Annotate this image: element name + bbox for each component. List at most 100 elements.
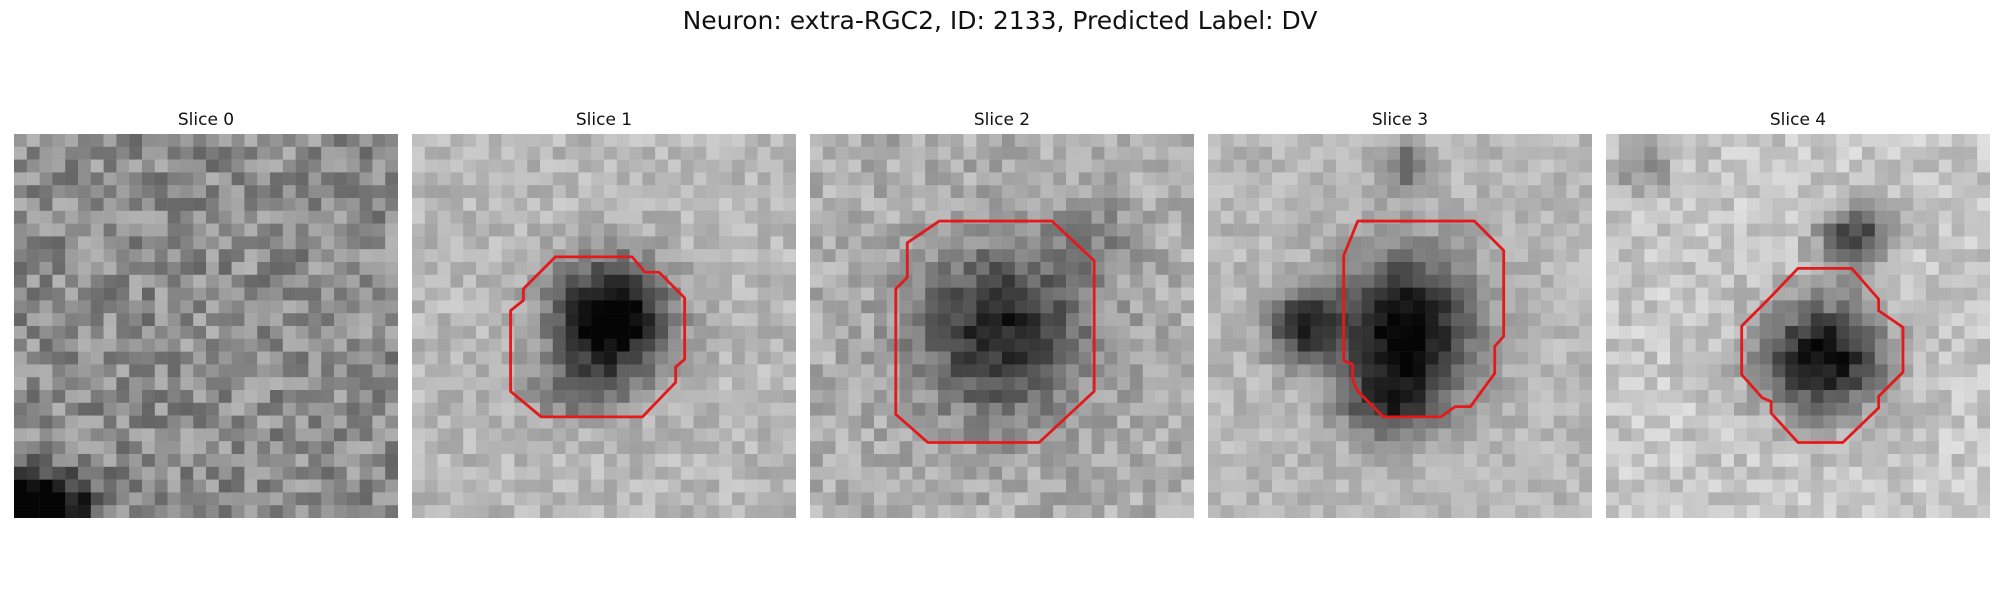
image-pixel: [989, 326, 1003, 340]
image-pixel: [1310, 185, 1324, 199]
image-pixel: [1348, 479, 1362, 493]
image-pixel: [1208, 454, 1222, 468]
image-pixel: [1631, 326, 1645, 340]
image-pixel: [1951, 172, 1965, 186]
image-pixel: [1631, 262, 1645, 276]
image-pixel: [385, 377, 398, 391]
image-pixel: [103, 223, 117, 237]
image-pixel: [1553, 466, 1567, 480]
image-pixel: [1734, 505, 1748, 518]
image-pixel: [757, 146, 771, 160]
image-pixel: [1887, 338, 1901, 352]
image-pixel: [1027, 287, 1041, 301]
image-pixel: [1849, 479, 1863, 493]
image-pixel: [1348, 454, 1362, 468]
image-pixel: [295, 262, 309, 276]
image-pixel: [1323, 377, 1337, 391]
image-pixel: [1336, 415, 1350, 429]
image-pixel: [180, 338, 194, 352]
image-pixel: [770, 428, 784, 442]
image-pixel: [90, 428, 104, 442]
image-pixel: [950, 159, 964, 173]
image-pixel: [385, 364, 398, 378]
image-pixel: [1708, 274, 1722, 288]
image-pixel: [861, 249, 875, 263]
image-pixel: [668, 454, 682, 468]
image-pixel: [437, 159, 451, 173]
image-pixel: [1926, 300, 1940, 314]
image-pixel: [1336, 185, 1350, 199]
image-pixel: [1746, 377, 1760, 391]
image-pixel: [1721, 313, 1735, 327]
image-pixel: [1734, 441, 1748, 455]
image-pixel: [1464, 274, 1478, 288]
image-pixel: [1759, 326, 1773, 340]
image-pixel: [616, 466, 630, 480]
image-pixel: [1040, 364, 1054, 378]
image-pixel: [65, 262, 79, 276]
image-pixel: [1272, 313, 1286, 327]
image-pixel: [412, 262, 426, 276]
image-pixel: [1130, 351, 1144, 365]
image-pixel: [1862, 146, 1876, 160]
image-pixel: [578, 223, 592, 237]
image-pixel: [334, 159, 348, 173]
image-pixel: [591, 274, 605, 288]
image-pixel: [1014, 249, 1028, 263]
image-pixel: [950, 428, 964, 442]
image-pixel: [1323, 338, 1337, 352]
image-pixel: [90, 326, 104, 340]
image-pixel: [757, 402, 771, 416]
image-pixel: [1631, 249, 1645, 263]
image-pixel: [257, 466, 271, 480]
image-pixel: [835, 466, 849, 480]
image-pixel: [1606, 466, 1620, 480]
image-pixel: [1348, 415, 1362, 429]
image-pixel: [244, 313, 258, 327]
image-pixel: [295, 390, 309, 404]
image-pixel: [925, 428, 939, 442]
image-pixel: [616, 415, 630, 429]
image-pixel: [835, 287, 849, 301]
image-pixel: [668, 134, 682, 148]
image-pixel: [1040, 466, 1054, 480]
image-pixel: [1502, 185, 1516, 199]
image-pixel: [1117, 159, 1131, 173]
image-pixel: [783, 441, 796, 455]
image-pixel: [629, 198, 643, 212]
image-pixel: [193, 338, 207, 352]
image-pixel: [514, 505, 528, 518]
image-pixel: [206, 466, 220, 480]
image-pixel: [1670, 159, 1684, 173]
image-pixel: [26, 428, 40, 442]
image-pixel: [154, 287, 168, 301]
image-pixel: [565, 134, 579, 148]
image-pixel: [1798, 287, 1812, 301]
image-pixel: [39, 274, 53, 288]
image-pixel: [1400, 236, 1414, 250]
image-pixel: [1091, 505, 1105, 518]
image-pixel: [1400, 377, 1414, 391]
image-pixel: [1142, 492, 1156, 506]
image-pixel: [476, 134, 490, 148]
image-pixel: [604, 454, 618, 468]
image-pixel: [744, 326, 758, 340]
image-pixel: [1926, 466, 1940, 480]
image-pixel: [1155, 338, 1169, 352]
image-pixel: [1259, 274, 1273, 288]
image-pixel: [950, 236, 964, 250]
image-pixel: [488, 441, 502, 455]
image-pixel: [257, 300, 271, 314]
image-pixel: [1297, 249, 1311, 263]
image-pixel: [1566, 505, 1580, 518]
image-pixel: [14, 326, 28, 340]
image-pixel: [385, 313, 398, 327]
image-pixel: [488, 479, 502, 493]
image-pixel: [578, 402, 592, 416]
image-pixel: [668, 466, 682, 480]
image-pixel: [1606, 223, 1620, 237]
image-pixel: [1810, 492, 1824, 506]
image-pixel: [372, 454, 386, 468]
image-pixel: [1900, 159, 1914, 173]
image-pixel: [180, 364, 194, 378]
